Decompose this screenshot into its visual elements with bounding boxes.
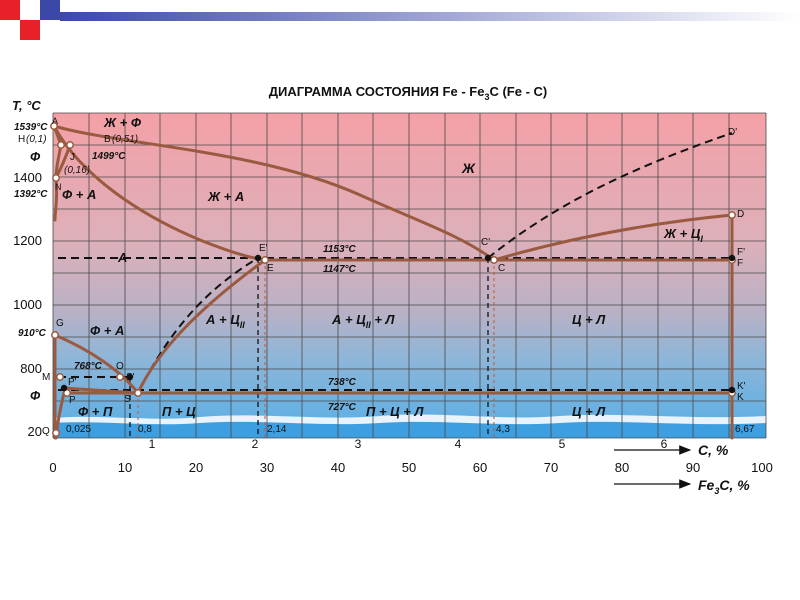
deco-square xyxy=(20,0,40,20)
concentration-label: 6,67 xyxy=(735,424,755,435)
phase-label: Ф xyxy=(30,149,41,164)
point-label: (0,16) xyxy=(64,165,90,176)
phase-label: Ф + А xyxy=(90,323,124,338)
temp-label: 910°C xyxy=(18,328,47,339)
c-axis-title: C, % xyxy=(698,442,729,458)
point-label: D' xyxy=(728,127,737,138)
point-label: P' xyxy=(68,377,77,388)
point-label: P xyxy=(69,395,76,406)
fe3c-tick-label: 10 xyxy=(118,460,132,475)
phase-boundaries xyxy=(52,124,734,440)
point-label: E' xyxy=(259,243,268,254)
c-tick-label: 3 xyxy=(355,437,362,451)
point-label: (0,51) xyxy=(112,134,138,145)
concentration-label: 0,025 xyxy=(66,424,91,435)
fe3c-tick-label: 40 xyxy=(331,460,345,475)
point-label: A xyxy=(52,116,58,126)
point-label: S' xyxy=(126,372,135,383)
y-tick-label: 1000 xyxy=(13,297,42,312)
phase-label: Ф + А xyxy=(62,187,96,202)
deco-square xyxy=(0,0,20,20)
temp-label: 1392°C xyxy=(14,189,48,200)
temp-label: 1147°C xyxy=(323,264,357,275)
point-label: N xyxy=(55,182,62,192)
y-axis-title: T, °C xyxy=(12,98,41,113)
c-tick-label: 2 xyxy=(252,437,259,451)
plot-area xyxy=(53,113,766,438)
phase-label: П + Ц xyxy=(162,404,196,419)
point-label: K xyxy=(737,392,744,403)
point-label: K' xyxy=(737,381,746,392)
point-label: O xyxy=(116,361,124,372)
c-tick-label: 4 xyxy=(455,437,462,451)
deco-square xyxy=(40,0,60,20)
point-label: C xyxy=(498,263,505,274)
phase-label: П + Ц + Л xyxy=(366,404,424,419)
slide-decoration xyxy=(0,0,800,40)
point-label: H xyxy=(18,134,25,145)
point-label: G xyxy=(56,318,64,329)
point-label: S xyxy=(124,394,131,405)
temp-label: 1153°C xyxy=(323,244,357,255)
concentration-label: 2,14 xyxy=(267,424,287,435)
fe3c-tick-label: 30 xyxy=(260,460,274,475)
c-tick-label: 6 xyxy=(661,437,668,451)
concentration-guides xyxy=(137,260,495,438)
fe3c-tick-label: 70 xyxy=(544,460,558,475)
y-tick-label: 1200 xyxy=(13,233,42,248)
fe3c-tick-label: 90 xyxy=(686,460,700,475)
phase-label: Ф + П xyxy=(78,404,113,419)
y-tick-label: 20 xyxy=(28,424,42,439)
phase-label: Ж + Ф xyxy=(103,115,142,130)
point-label: D xyxy=(737,209,744,220)
phase-label: Ж + ЦI xyxy=(663,226,703,244)
c-tick-label: 5 xyxy=(559,437,566,451)
metastable-lines xyxy=(58,132,733,438)
point-label: J xyxy=(70,152,75,163)
diagram-title: ДИАГРАММА СОСТОЯНИЯ Fe - Fe3C (Fe - C) xyxy=(269,84,547,102)
temp-label: 1539°C xyxy=(14,122,48,133)
fe3c-tick-label: 80 xyxy=(615,460,629,475)
phase-label: Ж + А xyxy=(207,189,244,204)
point-label: Q xyxy=(42,426,50,437)
metastable-points xyxy=(60,254,736,394)
phase-label: А + ЦII + Л xyxy=(331,312,396,330)
deco-square xyxy=(20,20,40,40)
fe3c-tick-label: 0 xyxy=(49,460,56,475)
fe3c-tick-label: 100 xyxy=(751,460,773,475)
temp-label: 727°C xyxy=(328,402,357,413)
phase-label: А xyxy=(117,250,127,265)
temp-label: 768°C xyxy=(74,361,103,372)
point-label: M xyxy=(42,372,50,383)
point-label: E xyxy=(267,263,274,274)
phase-label: А + ЦII xyxy=(205,312,245,330)
phase-label: Ф xyxy=(30,388,41,403)
point-label: B xyxy=(104,134,111,145)
phase-label: Ц + Л xyxy=(572,404,606,419)
y-tick-label: 1400 xyxy=(13,170,42,185)
point-label: (0,1) xyxy=(26,134,47,145)
grid xyxy=(52,112,767,439)
temp-label: 738°C xyxy=(328,377,357,388)
point-label: C' xyxy=(481,237,490,248)
fe3c-tick-label: 60 xyxy=(473,460,487,475)
point-label: F xyxy=(737,258,743,269)
temp-label: 1499°C xyxy=(92,151,126,162)
deco-gradient-bar xyxy=(60,12,800,21)
fe3c-axis-title: Fe3C, % xyxy=(698,477,750,496)
deco-square xyxy=(0,20,20,40)
phase-label: Ц + Л xyxy=(572,312,606,327)
phase-label: Ж xyxy=(461,160,476,176)
deco-square xyxy=(40,20,60,40)
point-label: F' xyxy=(737,247,745,258)
fe3c-tick-label: 20 xyxy=(189,460,203,475)
y-tick-label: 800 xyxy=(20,361,42,376)
c-tick-label: 1 xyxy=(149,437,156,451)
concentration-label: 0,8 xyxy=(138,424,152,435)
concentration-label: 4,3 xyxy=(496,424,510,435)
fe3c-tick-label: 50 xyxy=(402,460,416,475)
